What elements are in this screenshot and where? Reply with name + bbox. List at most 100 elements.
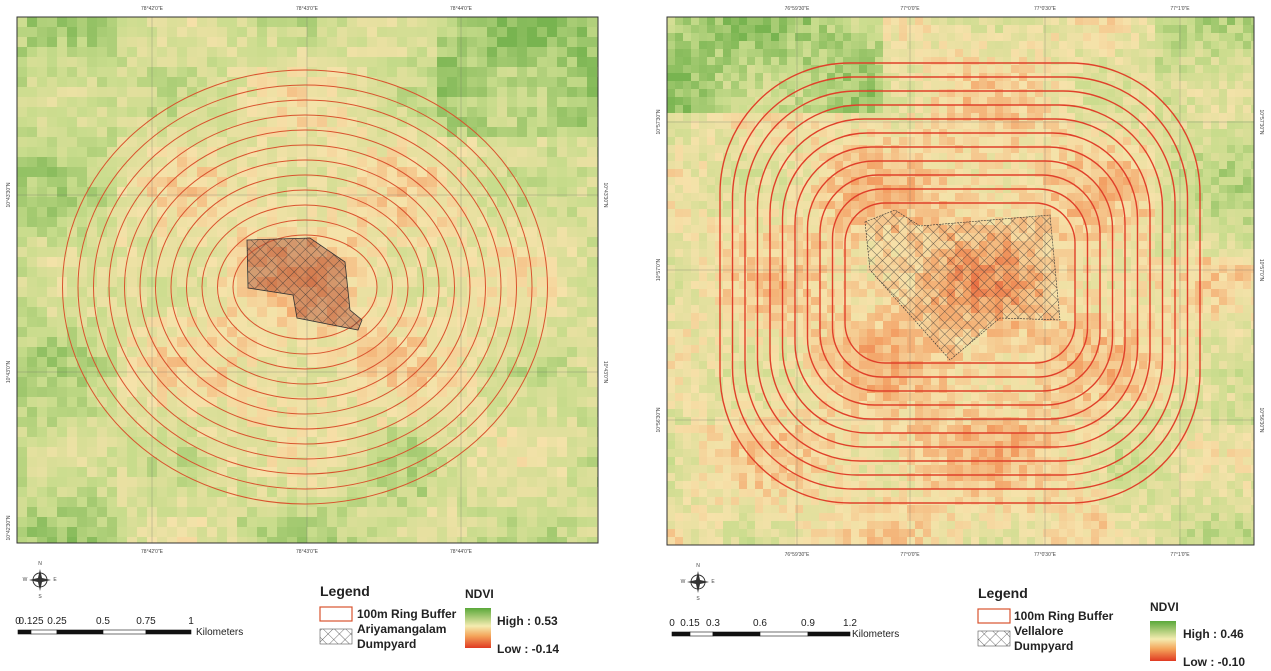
raster-cell [87, 137, 98, 148]
raster-cell [147, 147, 158, 158]
raster-cell [1011, 17, 1020, 26]
raster-cell [217, 497, 228, 508]
raster-cell [537, 357, 548, 368]
raster-cell [127, 307, 138, 318]
raster-cell [177, 527, 188, 538]
raster-cell [187, 497, 198, 508]
raster-cell [1243, 97, 1252, 106]
raster-cell [907, 49, 916, 58]
raster-cell [497, 367, 508, 378]
raster-cell [691, 81, 700, 90]
raster-cell [683, 113, 692, 122]
raster-cell [1027, 25, 1036, 34]
raster-cell [1163, 17, 1172, 26]
raster-cell [177, 507, 188, 518]
raster-cell [227, 47, 238, 58]
raster-cell [137, 107, 148, 118]
raster-cell [715, 73, 724, 82]
raster-cell [851, 201, 860, 210]
raster-cell [17, 67, 28, 78]
raster-cell [1227, 177, 1236, 186]
raster-cell [117, 507, 128, 518]
raster-cell [277, 297, 288, 308]
raster-cell [107, 297, 118, 308]
raster-cell [587, 527, 598, 538]
raster-cell [257, 47, 268, 58]
raster-cell [683, 89, 692, 98]
raster-cell [567, 487, 578, 498]
raster-cell [117, 317, 128, 328]
raster-cell [57, 157, 68, 168]
raster-cell [675, 209, 684, 218]
raster-cell [577, 247, 588, 258]
raster-cell [47, 237, 58, 248]
raster-cell [547, 187, 558, 198]
raster-cell [1027, 113, 1036, 122]
raster-cell [357, 337, 368, 348]
raster-cell [267, 527, 278, 538]
raster-cell [597, 327, 608, 338]
raster-cell [277, 537, 288, 548]
raster-cell [1187, 161, 1196, 170]
raster-cell [427, 537, 438, 548]
raster-cell [447, 467, 458, 478]
raster-cell [397, 407, 408, 418]
raster-cell [1059, 49, 1068, 58]
raster-cell [963, 57, 972, 66]
raster-cell [567, 47, 578, 58]
raster-cell [1019, 137, 1028, 146]
raster-cell [237, 467, 248, 478]
raster-cell [1019, 41, 1028, 50]
raster-cell [1099, 17, 1108, 26]
raster-cell [587, 47, 598, 58]
raster-cell [427, 67, 438, 78]
raster-cell [811, 177, 820, 186]
raster-cell [1163, 25, 1172, 34]
raster-cell [683, 17, 692, 26]
raster-cell [875, 169, 884, 178]
raster-cell [1019, 81, 1028, 90]
raster-cell [851, 97, 860, 106]
raster-cell [387, 187, 398, 198]
raster-cell [779, 57, 788, 66]
raster-cell [1211, 161, 1220, 170]
raster-cell [317, 27, 328, 38]
raster-cell [37, 207, 48, 218]
raster-cell [447, 37, 458, 48]
raster-cell [197, 507, 208, 518]
raster-cell [667, 129, 676, 138]
raster-cell [347, 217, 358, 228]
raster-cell [1099, 161, 1108, 170]
raster-cell [1027, 137, 1036, 146]
raster-cell [955, 17, 964, 26]
raster-cell [27, 127, 38, 138]
raster-cell [715, 209, 724, 218]
raster-cell [487, 257, 498, 268]
raster-cell [597, 107, 608, 118]
raster-cell [683, 57, 692, 66]
raster-cell [587, 427, 598, 438]
raster-cell [47, 107, 58, 118]
raster-cell [979, 145, 988, 154]
raster-cell [407, 47, 418, 58]
raster-cell [963, 145, 972, 154]
raster-cell [527, 417, 538, 428]
raster-cell [537, 437, 548, 448]
raster-cell [377, 537, 388, 548]
raster-cell [477, 477, 488, 488]
raster-cell [247, 137, 258, 148]
raster-cell [87, 17, 98, 28]
raster-cell [547, 67, 558, 78]
raster-cell [507, 447, 518, 458]
raster-cell [447, 157, 458, 168]
raster-cell [247, 377, 258, 388]
raster-cell [127, 277, 138, 288]
raster-cell [67, 177, 78, 188]
raster-cell [227, 257, 238, 268]
raster-cell [357, 487, 368, 498]
raster-cell [557, 147, 568, 158]
raster-cell [207, 267, 218, 278]
raster-cell [417, 247, 428, 258]
raster-cell [597, 317, 608, 328]
raster-cell [843, 153, 852, 162]
